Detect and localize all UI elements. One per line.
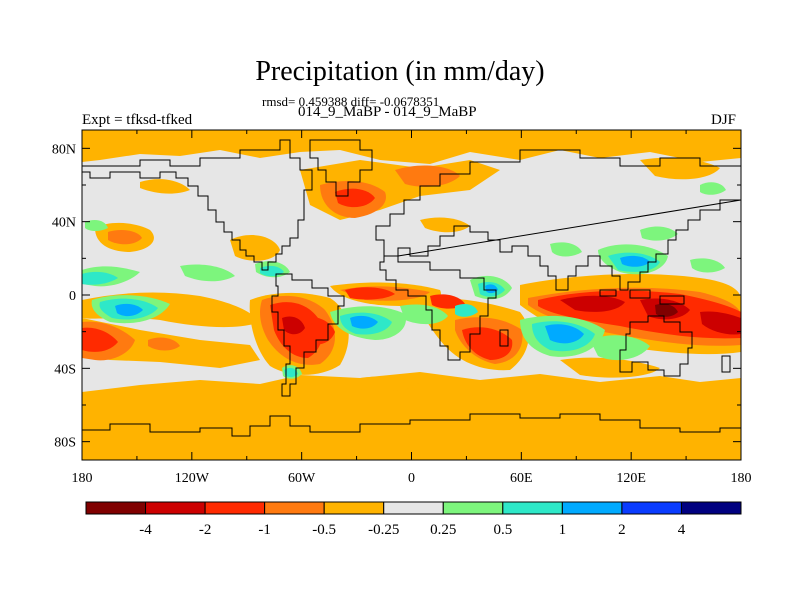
wpac-blue <box>620 255 650 267</box>
eurasia-outline <box>375 149 741 291</box>
south-america-outline <box>271 273 345 397</box>
x-tick-label: 180 <box>72 471 93 486</box>
statistics-text: rmsd= 0.459388 diff= -0.0678351 <box>262 94 440 109</box>
colorbar-swatch <box>204 501 266 515</box>
colorbar-swatch <box>680 501 742 515</box>
colorbar-label: 4 <box>678 522 686 538</box>
australia-outline <box>619 315 693 377</box>
axis-ticks <box>81 130 742 460</box>
indian-darkred <box>560 295 625 312</box>
colorbar-swatch <box>323 501 385 515</box>
brazil-red <box>300 316 335 345</box>
south-indian-patch <box>560 357 660 378</box>
band-minus-2 <box>282 295 741 335</box>
colorbar-labels: -4 -2 -1 -0.5 -0.25 0.25 0.5 1 2 4 <box>139 522 685 538</box>
north-polar-band <box>82 130 741 164</box>
north-pacific-core <box>108 230 142 245</box>
west-africa-turquoise <box>455 304 478 317</box>
experiment-period-subtitle: 014_9_MaBP - 014_9_MaBP <box>298 104 477 120</box>
central-pacific-turquoise <box>82 271 118 285</box>
plot-title: Precipitation (in mm/day) <box>255 56 545 87</box>
east-pacific-green <box>180 264 235 282</box>
asia-green <box>550 242 582 257</box>
arctic-green <box>700 182 726 195</box>
east-africa-blue <box>485 284 498 294</box>
colorbar-swatch <box>621 501 682 515</box>
colorbar-label: 1 <box>559 522 567 538</box>
colorbar-swatch <box>383 501 444 515</box>
colorbar-swatch <box>145 501 206 515</box>
north-atlantic-red <box>335 188 375 208</box>
axis-tick-labels: 180 120W 60W 0 60E 120E 180 80N 40N 0 40S 80S <box>52 142 752 486</box>
south-atlantic-patch <box>350 376 420 392</box>
x-tick-label: 120W <box>175 471 210 486</box>
africa-outline <box>379 255 497 361</box>
atlantic-green-2 <box>400 304 448 325</box>
field-layer <box>82 130 741 460</box>
x-tick-label: 60E <box>510 471 533 486</box>
colorbar-swatch <box>502 501 563 515</box>
y-tick-label: 40N <box>52 216 76 231</box>
pacific-blue <box>115 303 143 317</box>
x-tick-label: 180 <box>731 471 752 486</box>
north-pacific-green <box>85 220 108 231</box>
atlantic-red <box>345 287 395 300</box>
colorbar-label: 2 <box>618 522 626 538</box>
south-pacific-red <box>82 327 118 352</box>
pacific-darkred <box>700 311 741 335</box>
colorbar-swatch <box>85 501 147 515</box>
east-pacific-patch <box>230 235 280 261</box>
band-minus-4 <box>655 303 678 317</box>
pacific-green <box>690 258 725 273</box>
indian-blue <box>545 324 584 344</box>
colorbar-swatch <box>442 501 504 515</box>
north-america-outline <box>82 139 313 271</box>
new-zealand-outline <box>721 355 731 373</box>
south-indian-green <box>590 335 650 361</box>
colorbar-label: -2 <box>199 522 212 538</box>
coastline-outlines <box>82 139 741 437</box>
atlantic-blue <box>350 315 378 329</box>
y-tick-label: 0 <box>69 289 76 304</box>
sahara-patch <box>420 217 470 233</box>
colorbar-label: -0.25 <box>368 522 399 538</box>
colorbar-label: 0.5 <box>493 522 512 538</box>
indonesia-core <box>655 303 678 317</box>
x-tick-label: 120E <box>616 471 646 486</box>
experiment-label: Expt = tfksd-tfked <box>82 112 193 128</box>
colorbar-label: 0.25 <box>430 522 456 538</box>
colorbar-swatch <box>264 501 325 515</box>
colorbar-label: -1 <box>258 522 271 538</box>
southern-ocean-band <box>82 372 741 460</box>
colorbar-label: -0.5 <box>312 522 336 538</box>
pacific-patch <box>148 337 180 351</box>
antarctica-outline <box>82 413 741 437</box>
colorbar-label: -4 <box>139 522 152 538</box>
band-plus-1 <box>115 255 650 344</box>
arctic-core <box>395 165 460 187</box>
colorbar-swatch <box>561 501 623 515</box>
greenland-outline <box>309 139 373 197</box>
y-tick-label: 40S <box>54 362 76 377</box>
brazil-darkred <box>282 316 305 335</box>
season-label: DJF <box>711 112 737 128</box>
indonesia-outline <box>599 289 685 305</box>
x-tick-label: 0 <box>408 471 415 486</box>
east-asia-green <box>640 226 678 241</box>
south-america-turquoise <box>284 367 298 378</box>
madagascar-outline <box>499 329 509 347</box>
y-tick-label: 80N <box>52 142 76 157</box>
north-america-patch <box>140 179 190 194</box>
guinea-red <box>430 294 465 309</box>
colorbar <box>85 501 742 515</box>
y-tick-label: 80S <box>54 436 76 451</box>
x-tick-label: 60W <box>288 471 316 486</box>
